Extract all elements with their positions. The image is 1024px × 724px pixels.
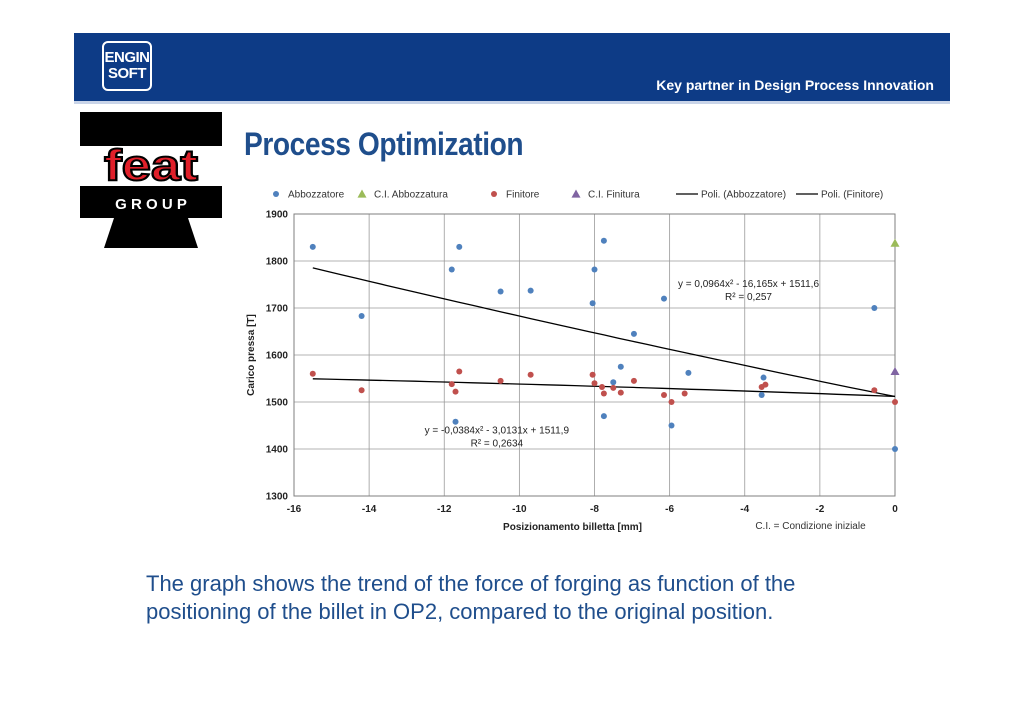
point-finitore (591, 380, 598, 387)
scatter-chart: -16 -14 -12 -10 -8 -6 -4 -2 0 1300 1400 1500 1600 170… (246, 189, 900, 533)
trendline-abbozzatore (312, 267, 896, 398)
point-finitore (762, 381, 769, 388)
point-abbozzatore (630, 330, 637, 337)
point-finitore (681, 390, 688, 397)
x-tick-label: -8 (590, 504, 599, 515)
point-abbozzatore (309, 243, 316, 250)
header-tagline: Key partner in Design Process Innovation (656, 77, 934, 93)
page-title: Process Optimization (244, 126, 524, 162)
legend-label: Finitore (506, 190, 540, 201)
initial-condition-note: C.I. = Condizione iniziale (755, 521, 866, 532)
point-abbozzatore (617, 363, 624, 370)
point-finitore (452, 388, 459, 395)
legend-label: Poli. (Abbozzatore) (701, 190, 786, 201)
legend-label: Abbozzatore (288, 190, 345, 201)
point-finitore (871, 387, 878, 394)
x-tick-label: -4 (740, 504, 749, 515)
legend-item: Poli. (Finitore) (796, 190, 883, 201)
legend-item: Abbozzatore (288, 190, 345, 201)
point-finitore (599, 383, 606, 390)
legend-marker (571, 189, 581, 198)
point-finitore (589, 371, 596, 378)
point-abbozzatore (600, 413, 607, 420)
point-abbozzatore (456, 243, 463, 250)
legend-marker (491, 191, 497, 197)
point-finitore (630, 377, 637, 384)
point-c-i-abbozzatura (890, 238, 900, 247)
point-finitore (600, 390, 607, 397)
plot-area (293, 213, 896, 497)
point-finitore (456, 368, 463, 375)
y-tick-label: 1500 (266, 398, 289, 409)
legend-marker (273, 191, 279, 197)
trendline-r2: R² = 0,2634 (471, 438, 524, 449)
y-tick-label: 1700 (266, 304, 289, 315)
y-tick-label: 1600 (266, 351, 289, 362)
trendline-r2: R² = 0,257 (725, 292, 772, 303)
point-abbozzatore (448, 266, 455, 273)
y-axis-title: Carico pressa [T] (246, 314, 257, 396)
point-abbozzatore (527, 287, 534, 294)
x-tick-label: -6 (665, 504, 674, 515)
point-finitore (660, 391, 667, 398)
legend-label: C.I. Abbozzatura (374, 190, 448, 201)
point-finitore (617, 389, 624, 396)
enginsoft-logo: ENGIN SOFT (102, 41, 152, 91)
logo-line2: SOFT (108, 65, 147, 82)
feat-word: feat (104, 141, 198, 190)
point-abbozzatore (760, 374, 767, 381)
legend-item: C.I. Abbozzatura (374, 190, 448, 201)
point-abbozzatore (892, 446, 898, 452)
legend-label: C.I. Finitura (588, 190, 640, 201)
x-tick-label: -2 (815, 504, 824, 515)
x-tick-label: -16 (287, 504, 302, 515)
point-abbozzatore (358, 312, 365, 319)
point-abbozzatore (610, 379, 617, 386)
header-divider (74, 101, 950, 104)
legend-item: C.I. Finitura (588, 190, 640, 201)
point-abbozzatore (497, 288, 504, 295)
x-axis-title: Posizionamento billetta [mm] (503, 522, 642, 533)
point-finitore (610, 384, 617, 391)
x-tick-label: -14 (362, 504, 377, 515)
point-abbozzatore (660, 295, 667, 302)
trendline-equation: y = 0,0964x² - 16,165x + 1511,6 (678, 279, 819, 290)
legend-marker (357, 189, 367, 198)
caption-line1: The graph shows the trend of the force o… (146, 571, 796, 596)
logo-line1: ENGIN (104, 49, 150, 66)
point-abbozzatore (600, 237, 607, 244)
point-abbozzatore (452, 418, 459, 425)
y-tick-label: 1800 (266, 257, 289, 268)
legend-item: Poli. (Abbozzatore) (676, 190, 786, 201)
point-finitore (309, 370, 316, 377)
caption-line2: positioning of the billet in OP2, compar… (146, 599, 774, 624)
x-tick-label: -12 (437, 504, 452, 515)
slide-caption: The graph shows the trend of the force o… (146, 570, 906, 626)
point-abbozzatore (589, 300, 596, 307)
point-abbozzatore (591, 266, 598, 273)
y-tick-label: 1300 (266, 492, 289, 503)
point-finitore (358, 387, 365, 394)
point-finitore (527, 371, 534, 378)
y-tick-label: 1400 (266, 445, 289, 456)
point-abbozzatore (668, 422, 675, 429)
point-abbozzatore (758, 391, 765, 398)
point-finitore (892, 399, 898, 405)
header-bar: ENGIN SOFT Key partner in Design Process… (74, 33, 950, 101)
legend-label: Poli. (Finitore) (821, 190, 883, 201)
point-c-i-finitura (890, 366, 900, 376)
point-finitore (668, 399, 675, 405)
x-tick-label: 0 (892, 504, 898, 515)
trendline-equation: y = -0,0384x² - 3,0131x + 1511,9 (425, 425, 570, 436)
point-finitore (448, 381, 455, 388)
point-finitore (497, 377, 504, 384)
y-tick-label: 1900 (266, 210, 289, 221)
legend-item: Finitore (506, 190, 540, 201)
point-abbozzatore (871, 305, 878, 311)
x-tick-label: -10 (512, 504, 527, 515)
feat-group-logo: feat G R O U P (80, 112, 222, 248)
point-abbozzatore (685, 369, 692, 376)
feat-group-text: G R O U P (115, 196, 187, 213)
